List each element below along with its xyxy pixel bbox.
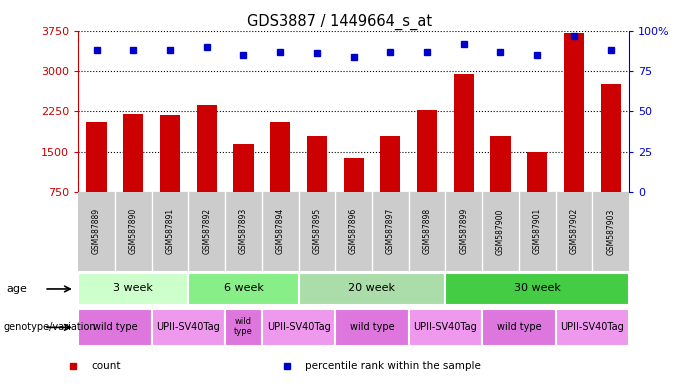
Text: wild type: wild type [350,321,394,331]
Bar [270,122,290,192]
Text: GSM587891: GSM587891 [165,208,175,255]
Text: GSM587898: GSM587898 [422,208,432,255]
Text: GSM587897: GSM587897 [386,208,395,255]
Text: GSM587894: GSM587894 [275,208,285,255]
Bar [556,309,629,346]
Bar [380,136,401,192]
Text: GSM587895: GSM587895 [312,208,322,255]
Text: GSM587901: GSM587901 [532,208,542,255]
Bar [335,309,409,346]
Text: GSM587902: GSM587902 [569,208,579,255]
Text: UPII-SV40Tag: UPII-SV40Tag [267,321,330,331]
Bar [307,136,327,192]
Text: GDS3887 / 1449664_s_at: GDS3887 / 1449664_s_at [248,13,432,30]
Bar [482,309,556,346]
Text: 3 week: 3 week [114,283,153,293]
Text: genotype/variation: genotype/variation [3,322,96,333]
Bar [197,104,217,192]
Bar [160,115,180,192]
Text: GSM587892: GSM587892 [202,208,211,255]
Text: GSM587889: GSM587889 [92,208,101,255]
Bar [454,74,474,192]
Bar [299,273,445,305]
Bar [343,158,364,192]
Text: GSM587896: GSM587896 [349,208,358,255]
Text: wild type: wild type [496,321,541,331]
Bar [123,114,143,192]
Bar [600,84,621,192]
Bar [527,152,547,192]
Text: UPII-SV40Tag: UPII-SV40Tag [560,321,624,331]
Text: 6 week: 6 week [224,283,263,293]
Bar [417,110,437,192]
Bar [188,273,299,305]
Text: UPII-SV40Tag: UPII-SV40Tag [413,321,477,331]
Bar [78,273,188,305]
Text: age: age [7,284,28,294]
Text: count: count [91,361,120,371]
Text: percentile rank within the sample: percentile rank within the sample [305,361,481,371]
Bar [152,309,225,346]
Bar [225,309,262,346]
Bar [445,273,629,305]
Bar [78,309,152,346]
Text: 20 week: 20 week [348,283,396,293]
Bar [564,33,584,192]
Bar [490,136,511,192]
Text: wild type: wild type [92,321,137,331]
Text: GSM587899: GSM587899 [459,208,469,255]
Text: UPII-SV40Tag: UPII-SV40Tag [156,321,220,331]
Text: GSM587890: GSM587890 [129,208,138,255]
Text: GSM587903: GSM587903 [606,208,615,255]
Bar [86,122,107,192]
Text: wild
type: wild type [234,317,253,336]
Bar [233,144,254,192]
Bar [409,309,482,346]
Text: GSM587900: GSM587900 [496,208,505,255]
Bar [262,309,335,346]
Text: 30 week: 30 week [514,283,560,293]
Text: GSM587893: GSM587893 [239,208,248,255]
